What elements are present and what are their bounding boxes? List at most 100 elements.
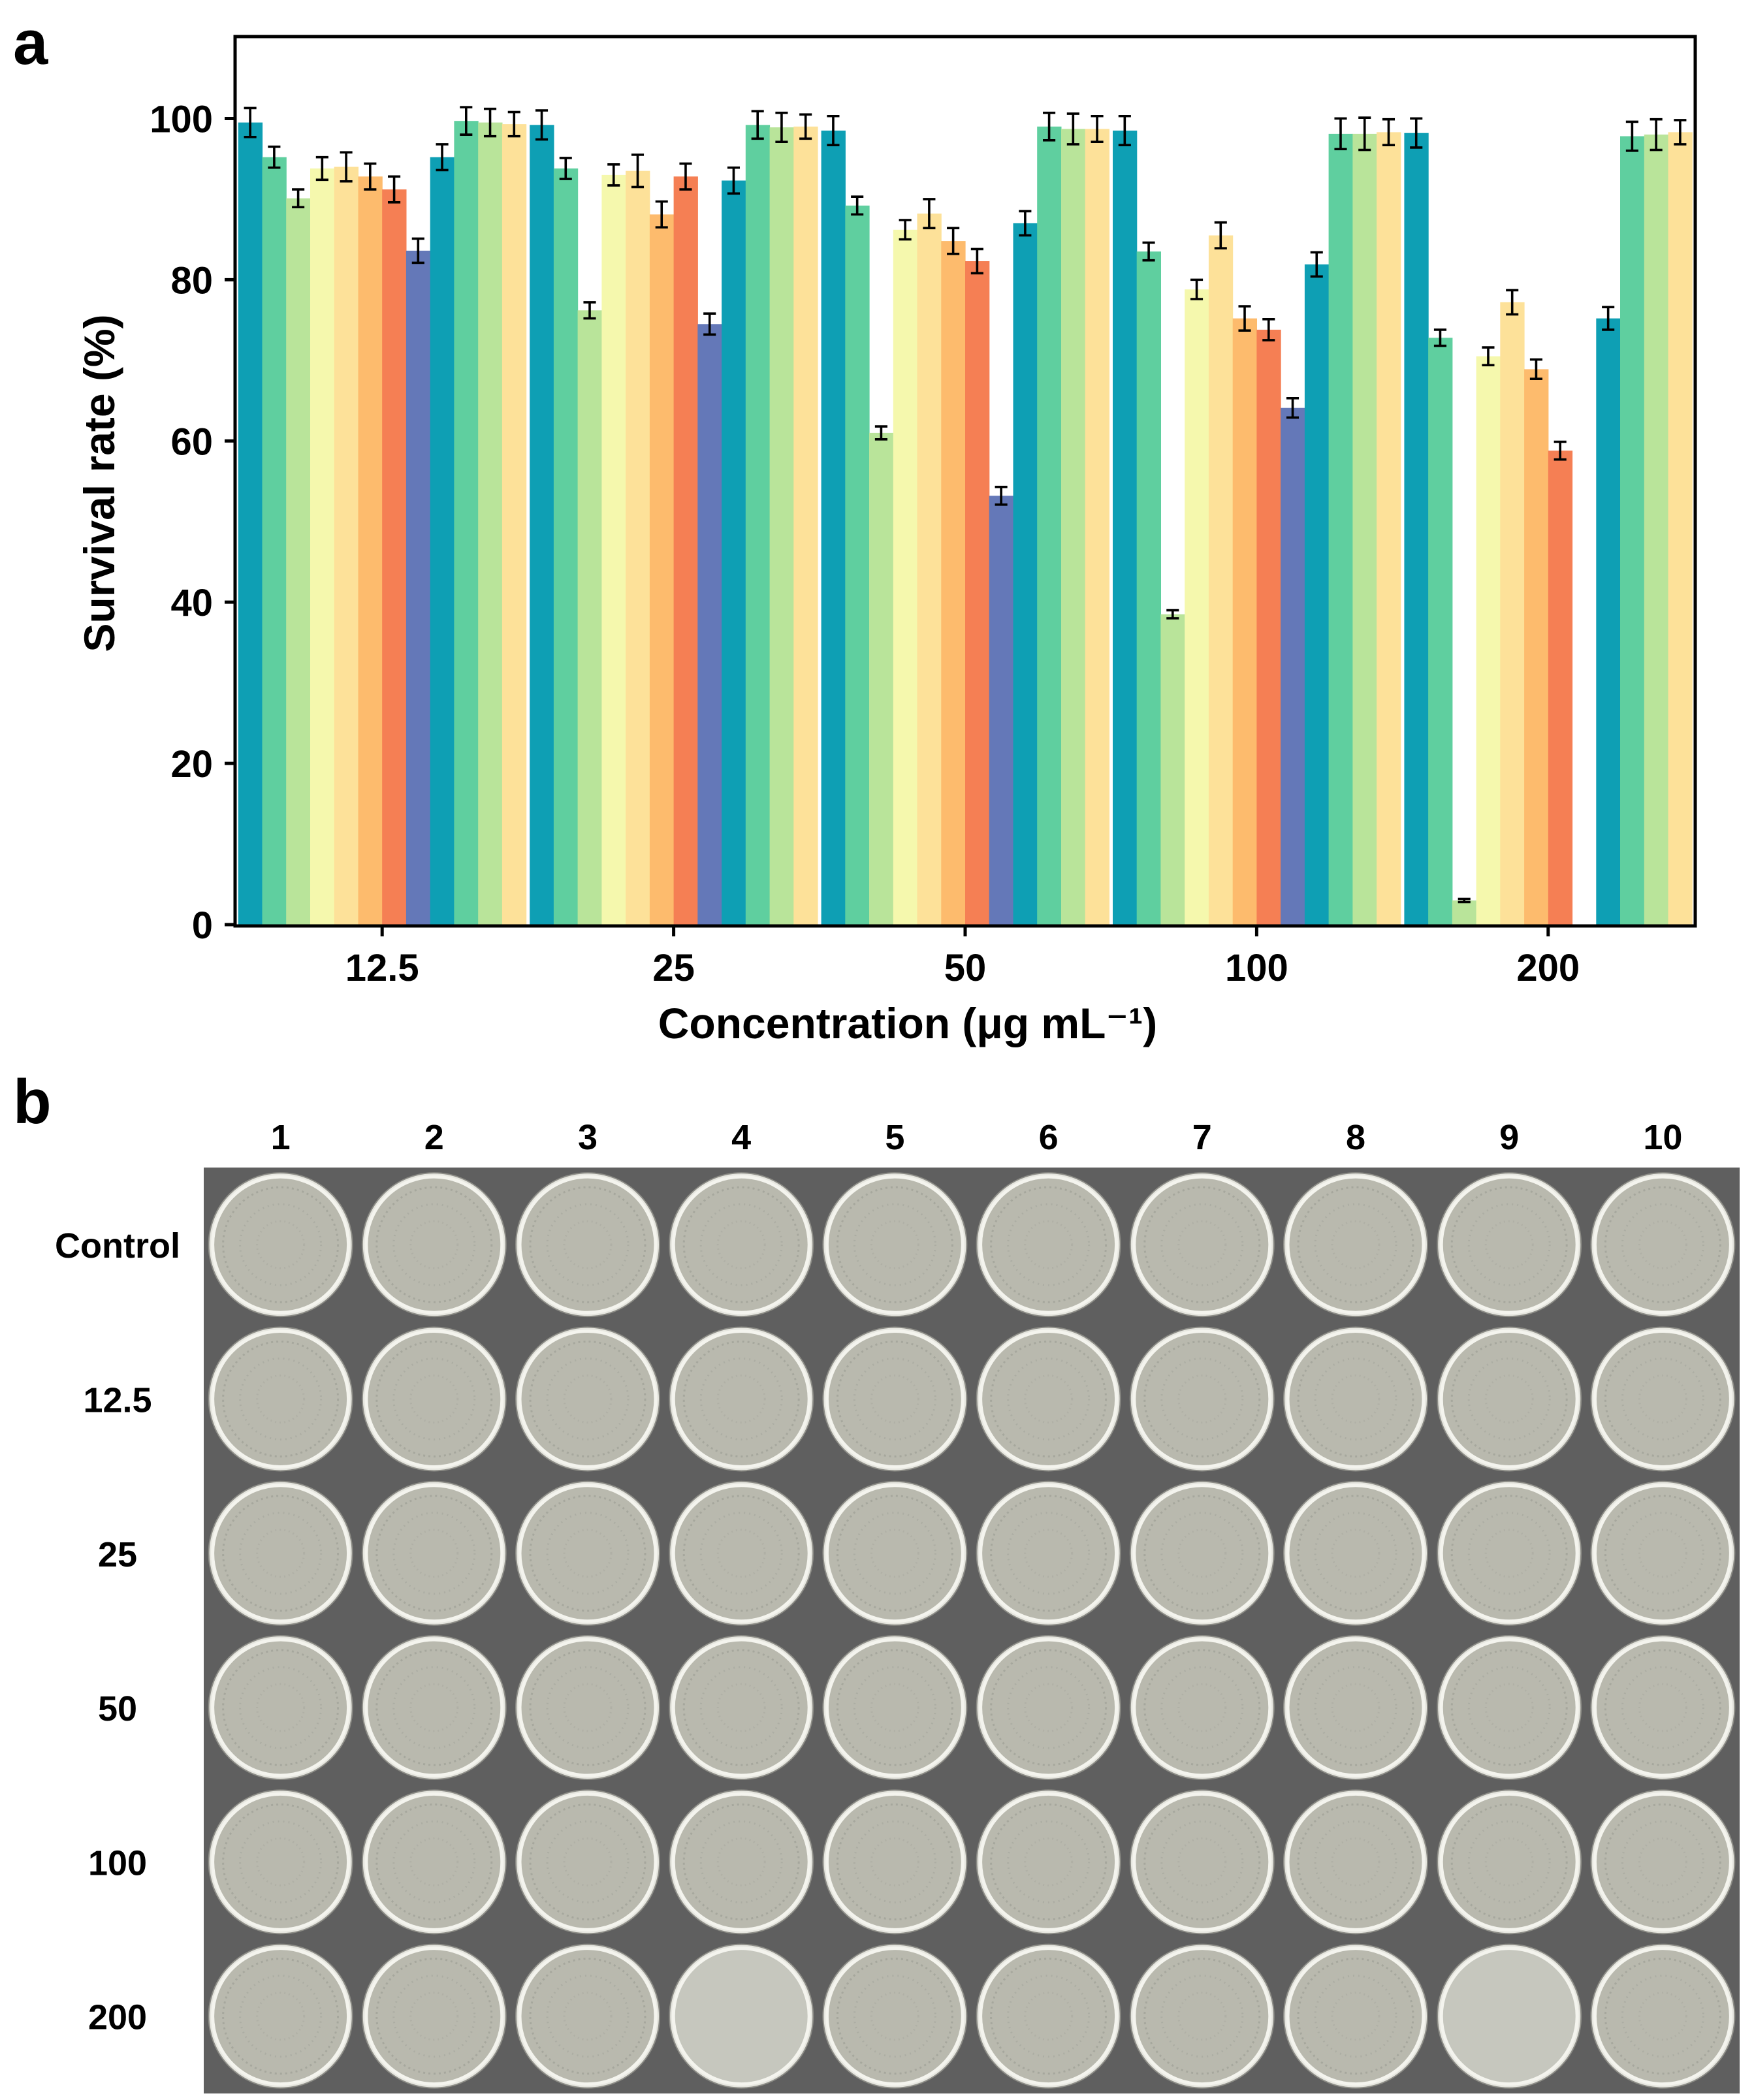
plate-3-Control bbox=[515, 1172, 660, 1318]
bar-100-s7 bbox=[1256, 329, 1281, 925]
bar-200-s9 bbox=[1596, 318, 1621, 925]
x-tick-label-200: 200 bbox=[1516, 947, 1580, 989]
bar-50-s10 bbox=[1037, 126, 1062, 925]
plate-6-50 bbox=[976, 1635, 1121, 1781]
bar-200-s1 bbox=[1404, 133, 1429, 925]
bar-12.5-s8 bbox=[406, 250, 431, 925]
bar-50-s12 bbox=[1085, 129, 1109, 925]
error-bar-12.5-s5 bbox=[340, 151, 353, 183]
plate-8-Control bbox=[1283, 1172, 1428, 1318]
bar-200-s6 bbox=[1524, 369, 1549, 925]
bar-100-s8 bbox=[1281, 407, 1305, 925]
column-label-1: 1 bbox=[271, 1118, 291, 1157]
bar-50-s2 bbox=[845, 205, 870, 925]
plate-1-200 bbox=[208, 1943, 353, 2089]
plate-4-Control bbox=[669, 1172, 814, 1318]
plate-4-100 bbox=[669, 1789, 814, 1935]
plate-9-25 bbox=[1437, 1480, 1582, 1626]
column-label-8: 8 bbox=[1346, 1118, 1365, 1157]
bar-25-s10 bbox=[745, 125, 771, 925]
bar-12.5-s3 bbox=[286, 198, 311, 925]
bar-200-s7 bbox=[1548, 451, 1573, 925]
error-bar-50-s3 bbox=[874, 425, 887, 441]
error-bar-100-s12 bbox=[1382, 118, 1395, 146]
plate-2-200 bbox=[361, 1943, 507, 2089]
x-axis: 12.5 25 50 100 200 bbox=[345, 925, 1580, 989]
bar-12.5-s5 bbox=[334, 167, 359, 925]
error-bar-12.5-s2 bbox=[268, 145, 281, 169]
error-bar-100-s8 bbox=[1286, 397, 1300, 419]
plate-9-Control bbox=[1437, 1172, 1582, 1318]
column-labels: 1 2 3 4 5 6 7 8 9 10 bbox=[271, 1118, 1683, 1157]
bar-100-s2 bbox=[1136, 251, 1161, 925]
plate-2-100 bbox=[361, 1789, 507, 1935]
y-tick-label-60: 60 bbox=[170, 421, 213, 463]
bar-25-s1 bbox=[530, 125, 554, 925]
error-bar-12.5-s3 bbox=[292, 188, 305, 209]
plate-3-12.5 bbox=[515, 1326, 660, 1472]
error-bar-100-s3 bbox=[1166, 609, 1179, 620]
column-label-9: 9 bbox=[1499, 1118, 1519, 1157]
bar-100-s3 bbox=[1160, 614, 1185, 925]
error-bar-25-s10 bbox=[751, 110, 764, 140]
error-bar-100-s9 bbox=[1310, 251, 1323, 278]
error-bar-12.5-s6 bbox=[364, 162, 377, 191]
error-bar-200-s10 bbox=[1625, 120, 1638, 152]
plate-1-12.5 bbox=[208, 1326, 353, 1472]
plate-1-100 bbox=[208, 1789, 353, 1935]
row-label-100: 100 bbox=[88, 1843, 147, 1883]
bar-200-s5 bbox=[1500, 302, 1525, 925]
column-label-6: 6 bbox=[1039, 1118, 1059, 1157]
plate-10-200 bbox=[1590, 1943, 1736, 2089]
plate-6-200 bbox=[976, 1943, 1121, 2089]
bar-50-s8 bbox=[989, 496, 1013, 925]
y-tick-label-20: 20 bbox=[170, 743, 213, 786]
bar-200-s10 bbox=[1620, 136, 1645, 925]
plate-2-Control bbox=[361, 1172, 507, 1318]
error-bar-50-s2 bbox=[851, 195, 864, 216]
plate-2-25 bbox=[361, 1480, 507, 1626]
plate-10-Control bbox=[1590, 1172, 1736, 1318]
plate-2-50 bbox=[361, 1635, 507, 1781]
error-bar-25-s9 bbox=[727, 166, 741, 195]
plate-3-100 bbox=[515, 1789, 660, 1935]
plate-1-Control bbox=[208, 1172, 353, 1318]
x-tick-label-100: 100 bbox=[1225, 947, 1288, 989]
error-bar-50-s12 bbox=[1091, 114, 1104, 144]
bar-25-s9 bbox=[722, 180, 746, 925]
column-label-2: 2 bbox=[424, 1118, 444, 1157]
error-bar-25-s3 bbox=[583, 301, 596, 320]
bar-50-s6 bbox=[941, 241, 966, 925]
x-tick-label-50: 50 bbox=[944, 947, 987, 989]
bar-12.5-s6 bbox=[358, 176, 383, 925]
plate-7-12.5 bbox=[1129, 1326, 1275, 1472]
error-bar-100-s4 bbox=[1190, 278, 1204, 300]
error-bar-12.5-s10 bbox=[460, 106, 473, 136]
error-bar-200-s3 bbox=[1458, 897, 1471, 904]
column-label-3: 3 bbox=[578, 1118, 598, 1157]
plate-5-25 bbox=[822, 1480, 968, 1626]
error-bar-25-s4 bbox=[607, 163, 620, 187]
bar-25-s7 bbox=[673, 176, 698, 925]
bar-12.5-s4 bbox=[310, 168, 335, 925]
error-bar-25-s1 bbox=[535, 109, 549, 141]
column-label-7: 7 bbox=[1192, 1118, 1212, 1157]
error-bar-100-s11 bbox=[1358, 116, 1371, 151]
error-bar-200-s11 bbox=[1650, 118, 1663, 151]
plate-7-200 bbox=[1129, 1943, 1275, 2089]
error-bar-200-s2 bbox=[1433, 328, 1447, 347]
bar-100-s12 bbox=[1377, 132, 1401, 925]
plate-7-50 bbox=[1129, 1635, 1275, 1781]
bar-12.5-s2 bbox=[262, 157, 287, 925]
bar-200-s2 bbox=[1428, 338, 1453, 925]
plate-4-50 bbox=[669, 1635, 814, 1781]
error-bar-12.5-s4 bbox=[315, 155, 328, 182]
plate-8-50 bbox=[1283, 1635, 1428, 1781]
bar-25-s8 bbox=[697, 324, 722, 925]
error-bar-25-s12 bbox=[799, 113, 812, 140]
plate-4-200 bbox=[669, 1943, 814, 2089]
plate-7-25 bbox=[1129, 1480, 1275, 1626]
bar-25-s2 bbox=[553, 168, 579, 925]
x-tick-label-12.5: 12.5 bbox=[345, 947, 419, 989]
error-bar-50-s9 bbox=[1019, 210, 1032, 237]
